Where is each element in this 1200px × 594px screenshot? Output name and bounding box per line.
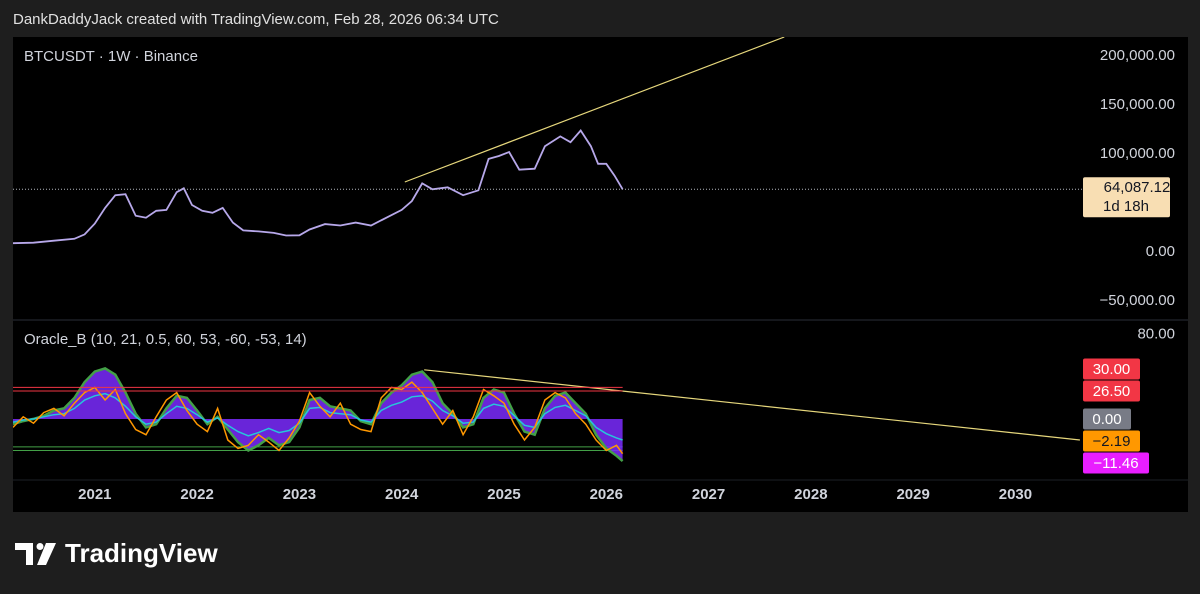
value-badge-label: 26.50	[1093, 383, 1131, 400]
trend-line	[424, 369, 1080, 441]
line	[13, 381, 624, 455]
y-tick-label: 150,000.00	[1100, 96, 1175, 113]
indicator-title: Oracle_B (10, 21, 0.5, 60, 53, -60, -53,…	[24, 331, 307, 348]
x-tick-label: 2029	[896, 486, 929, 503]
x-tick-label: 2024	[385, 486, 419, 503]
value-badge-label: −2.19	[1093, 433, 1131, 450]
y-tick-label: 80.00	[1137, 326, 1175, 343]
pane	[13, 37, 785, 245]
y-tick-label: 200,000.00	[1100, 47, 1175, 64]
value-badge-label: 30.00	[1093, 361, 1131, 378]
x-tick-label: 2030	[999, 486, 1032, 503]
value-badge	[1083, 358, 1140, 380]
value-badge	[1083, 408, 1131, 430]
price-badge-label: 64,087.12	[1104, 179, 1171, 196]
area-outline	[13, 367, 624, 463]
value-badge	[1083, 380, 1140, 402]
line	[13, 129, 624, 245]
chart-title: BTCUSDT · 1W · Binance	[24, 48, 198, 65]
y-tick-label: −50,000.00	[1100, 292, 1176, 309]
value-badge	[1083, 452, 1149, 474]
x-tick-label: 2028	[794, 486, 827, 503]
x-tick-label: 2027	[692, 486, 725, 503]
brand: TradingView	[65, 538, 218, 568]
countdown-label: 1d 18h	[1103, 198, 1149, 215]
x-tick-label: 2025	[487, 486, 520, 503]
brand-logo	[15, 543, 56, 565]
x-tick-label: 2021	[78, 486, 111, 503]
price-badge	[1083, 177, 1170, 218]
area-fill	[13, 368, 623, 462]
trend-line	[404, 37, 785, 183]
y-tick-label: 0.00	[1146, 243, 1175, 260]
value-badge	[1083, 430, 1140, 452]
value-badge-label: 0.00	[1092, 411, 1121, 428]
x-tick-label: 2026	[590, 486, 623, 503]
y-tick-label: 100,000.00	[1100, 145, 1175, 162]
x-tick-label: 2023	[283, 486, 316, 503]
header: DankDaddyJack created with TradingView.c…	[13, 11, 499, 28]
value-badge-label: −11.46	[1093, 455, 1138, 472]
line	[13, 392, 623, 441]
x-tick-label: 2022	[180, 486, 213, 503]
pane	[13, 367, 1080, 463]
